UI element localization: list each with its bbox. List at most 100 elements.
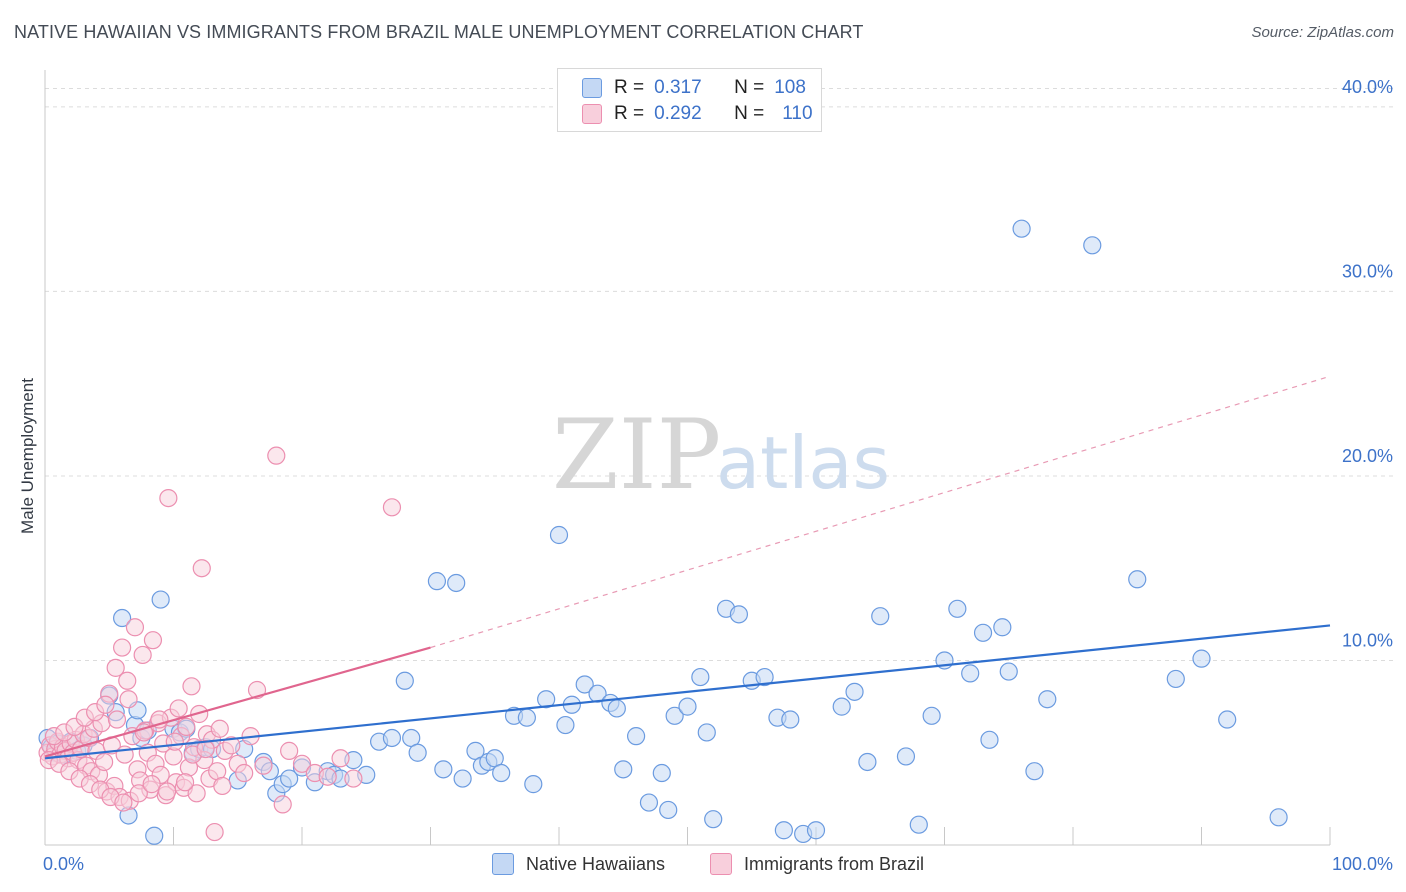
data-point — [114, 793, 133, 812]
data-point — [575, 675, 594, 694]
data-point — [280, 769, 299, 788]
series-legend: Native Hawaiians Immigrants from Brazil — [0, 853, 1406, 877]
data-point — [1083, 236, 1102, 255]
data-point — [1012, 219, 1031, 238]
data-point — [1038, 690, 1057, 709]
legend-swatch-blue — [582, 78, 602, 98]
data-point — [858, 752, 877, 772]
legend-r-label: R = — [614, 77, 645, 98]
y-tick-label: 30.0% — [1342, 261, 1393, 281]
data-point — [331, 749, 350, 768]
data-point — [196, 739, 215, 759]
data-point — [729, 605, 749, 624]
data-point — [659, 800, 678, 820]
watermark-zip: ZIP — [552, 399, 721, 511]
data-point — [169, 699, 188, 718]
data-point — [626, 727, 646, 746]
data-point — [129, 784, 148, 803]
data-point — [665, 706, 684, 725]
legend-label: Native Hawaiians — [526, 853, 666, 874]
data-point — [267, 446, 286, 465]
data-point — [118, 671, 137, 690]
data-point — [999, 662, 1018, 681]
data-point — [382, 498, 402, 517]
trendline-immigrants-from-brazil — [44, 646, 431, 758]
y-tick-label: 20.0% — [1342, 446, 1393, 466]
data-point — [318, 767, 337, 786]
data-point — [639, 793, 659, 812]
data-point — [697, 723, 716, 742]
data-point — [1166, 669, 1185, 689]
data-point — [973, 623, 993, 642]
data-point — [755, 667, 774, 687]
legend-row-native-hawaiians: R = 0.317 N = 108 — [582, 76, 806, 100]
legend-swatch-pink — [710, 853, 732, 875]
data-point — [96, 695, 115, 714]
data-point — [1269, 808, 1288, 827]
data-point — [704, 810, 723, 829]
data-point — [125, 618, 145, 637]
y-tick-label: 40.0% — [1342, 77, 1393, 97]
data-point — [157, 782, 177, 801]
data-point — [691, 667, 710, 687]
y-tick-labels: 10.0% 20.0% 30.0% 40.0% — [1342, 77, 1393, 651]
data-point — [806, 821, 826, 840]
data-point — [537, 690, 556, 709]
legend-n-label: N = — [734, 103, 765, 124]
data-point — [408, 743, 427, 762]
data-point — [182, 677, 201, 696]
legend-item-native-hawaiians[interactable]: Native Hawaiians — [492, 853, 665, 875]
data-point — [1192, 649, 1211, 668]
data-point — [434, 760, 453, 779]
data-point — [556, 715, 575, 735]
data-point — [273, 795, 292, 814]
grid-lines — [45, 87, 1395, 661]
data-point — [447, 573, 466, 593]
data-point — [210, 719, 229, 738]
watermark-atlas: atlas — [716, 421, 890, 505]
data-point — [222, 736, 241, 755]
chart-title: NATIVE HAWAIIAN VS IMMIGRANTS FROM BRAZI… — [14, 22, 864, 42]
legend-n-value: 110 — [782, 103, 813, 124]
data-point — [948, 599, 967, 618]
data-point — [1128, 570, 1147, 589]
data-point — [427, 572, 447, 591]
data-point — [107, 710, 127, 729]
x-tick-label: 100.0% — [1332, 854, 1393, 874]
legend-row-immigrants-from-brazil: R = 0.292 N = 110 — [582, 102, 813, 126]
data-point — [119, 690, 138, 709]
legend-item-immigrants-from-brazil[interactable]: Immigrants from Brazil — [710, 853, 924, 875]
data-point — [614, 760, 633, 779]
data-point — [205, 822, 224, 842]
data-point — [652, 763, 671, 783]
data-point — [781, 710, 800, 729]
data-point — [106, 658, 125, 677]
data-point — [832, 697, 851, 716]
data-point — [774, 821, 793, 840]
data-point — [292, 754, 312, 773]
data-point — [143, 631, 163, 650]
data-point — [993, 618, 1012, 637]
data-point — [909, 815, 928, 834]
data-point — [112, 638, 132, 657]
legend-swatch-pink — [582, 104, 602, 124]
data-point — [280, 741, 299, 760]
data-point — [382, 728, 402, 748]
trendline-native-hawaiians — [44, 624, 1331, 760]
data-point — [871, 607, 890, 626]
legend-n-value: 108 — [774, 77, 806, 98]
data-point — [165, 732, 184, 751]
data-point — [980, 730, 999, 749]
data-point — [235, 763, 254, 783]
trendline-extension-immigrants-from-brazil — [430, 375, 1331, 649]
data-point — [922, 706, 941, 725]
source-label: Source: ZipAtlas.com — [1251, 24, 1394, 41]
data-point — [145, 826, 164, 845]
x-tick-label: 0.0% — [43, 854, 84, 874]
legend-n-label: N = — [734, 77, 765, 98]
data-point — [175, 773, 195, 792]
data-point — [133, 645, 152, 665]
x-tick-labels: 0.0% 100.0% — [43, 854, 1393, 874]
data-point — [517, 708, 536, 727]
data-point — [142, 775, 161, 794]
